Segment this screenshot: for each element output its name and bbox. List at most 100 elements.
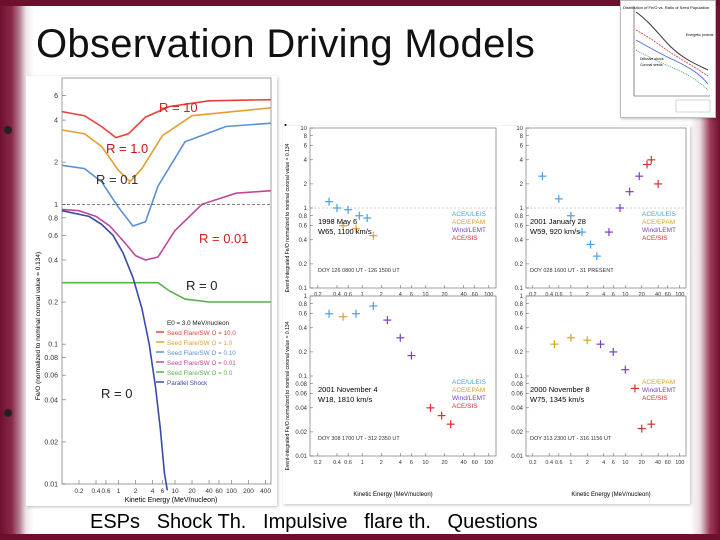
event-y-tick-label: 0.06 — [511, 392, 523, 398]
event-y-tick-label: 0.6 — [299, 224, 308, 230]
top-band — [0, 0, 720, 6]
event-panel-frame — [525, 295, 687, 457]
event-x-tick-label: 100 — [675, 292, 684, 298]
model-curve — [61, 189, 272, 261]
event-info: W65, 1100 km/s — [318, 227, 372, 236]
event-x-tick-label: 0.2 — [529, 460, 537, 466]
event-y-tick-label: 1 — [304, 206, 308, 212]
instrument-label: Wind/LEMT — [452, 395, 486, 402]
event-y-tick-label: 2 — [520, 182, 524, 188]
instrument-label: ACE/SIS — [452, 403, 478, 410]
event-x-tick-label: 60 — [472, 292, 478, 298]
curve-label: R = 0 — [186, 278, 217, 293]
event-x-tick-label: 20 — [441, 460, 447, 466]
curve-label: R = 10 — [159, 100, 198, 115]
inset-title: Distribution of Fe/O vs. Ratio of Seed P… — [623, 5, 709, 10]
event-x-tick-label: 4 — [602, 292, 605, 298]
instrument-label: ACE/EPAM — [642, 379, 675, 386]
event-x-tick-label: 4 — [399, 292, 402, 298]
model-curve — [61, 122, 272, 227]
legend-entry: E0 = 3.0 MeV/nucleon — [167, 320, 230, 327]
main-plot-frame — [61, 77, 272, 485]
instrument-label: ACE/ULEIS — [452, 379, 487, 386]
event-info: W18, 1810 km/s — [318, 395, 372, 404]
event-date: 2001 November 4 — [318, 385, 378, 394]
bottom-band — [0, 534, 720, 540]
bullet-dot — [4, 126, 12, 134]
main-y-tick-label: 1 — [54, 202, 58, 209]
event-x-tick-label: 0.6 — [344, 460, 352, 466]
curve-label: R = 0 — [101, 386, 132, 401]
main-x-axis-label: Kinetic Energy (MeV/nucleon) — [125, 497, 218, 504]
event-x-axis-label: Kinetic Energy (MeV/nucleon) — [353, 492, 432, 498]
main-y-tick-label: 0.2 — [48, 300, 58, 307]
main-y-tick-label: 0.6 — [48, 233, 58, 240]
bullet-dot — [4, 409, 12, 417]
slide-footer-nav: ESPs Shock Th. Impulsive flare th. Quest… — [90, 511, 538, 533]
inset-thumbnail[interactable]: Distribution of Fe/O vs. Ratio of Seed P… — [620, 0, 716, 118]
event-y-tick-label: 0.4 — [515, 238, 524, 244]
event-x-tick-label: 60 — [472, 460, 478, 466]
main-y-tick-label: 0.04 — [44, 397, 58, 404]
main-y-axis-label: Fe/O (normalized to nominal coronal valu… — [35, 252, 42, 400]
event-x-tick-label: 0.2 — [314, 292, 322, 298]
legend-entry: Seed Flare/SW O = 10.0 — [167, 330, 236, 337]
event-x-tick-label: 0.6 — [555, 292, 563, 298]
event-y-tick-label: 0.08 — [295, 382, 307, 388]
model-plot-figure[interactable]: Fe/O (normalized to nominal coronal valu… — [26, 76, 277, 506]
event-x-tick-label: 6 — [612, 292, 615, 298]
event-x-tick-label: 0.2 — [314, 460, 322, 466]
event-y-tick-label: 0.02 — [295, 430, 307, 436]
main-x-tick-label: 40 — [205, 488, 213, 495]
event-y-tick-label: 6 — [304, 144, 308, 150]
event-doy: DOY 313 2300 UT - 316 1156 UT — [530, 436, 612, 442]
event-y-tick-label: 0.2 — [299, 262, 308, 268]
event-y-tick-label: 0.1 — [299, 286, 308, 292]
main-x-tick-label: 2 — [134, 488, 138, 495]
event-y-tick-label: 0.8 — [299, 302, 308, 308]
event-doy: DOY 126 0800 UT - 126 1500 UT — [318, 268, 400, 274]
event-info: W59, 920 km/s — [530, 227, 580, 236]
event-x-tick-label: 6 — [612, 460, 615, 466]
main-x-tick-label: 20 — [188, 488, 196, 495]
main-y-tick-label: 6 — [54, 93, 58, 100]
curve-label: R = 0.01 — [199, 231, 249, 246]
event-y-tick-label: 10 — [516, 126, 523, 132]
event-x-tick-label: 20 — [639, 292, 645, 298]
event-panels-figure[interactable]: Event-integrated Fe/O normalized to nomi… — [283, 126, 690, 504]
event-panel-frame — [309, 295, 497, 457]
model-plot-svg: Fe/O (normalized to nominal coronal valu… — [35, 77, 272, 504]
event-x-tick-label: 4 — [399, 460, 402, 466]
legend-entry: Seed Flare/SW O = 0.01 — [167, 360, 236, 367]
curve-label: R = 1.0 — [106, 141, 148, 156]
event-x-tick-label: 10 — [622, 460, 628, 466]
event-y-tick-label: 0.6 — [515, 312, 524, 318]
model-curve — [62, 281, 271, 303]
main-y-tick-label: 0.01 — [44, 482, 58, 489]
event-x-tick-label: 1 — [361, 292, 364, 298]
main-y-tick-label: 4 — [54, 118, 58, 125]
event-y-axis-label: Event-integrated Fe/O normalized to nomi… — [285, 321, 291, 470]
main-y-tick-label: 0.1 — [48, 342, 58, 349]
event-date: 2000 November 8 — [530, 385, 590, 394]
event-y-tick-label: 0.6 — [515, 224, 524, 230]
event-y-tick-label: 6 — [520, 144, 524, 150]
event-x-tick-label: 2 — [380, 292, 383, 298]
event-y-tick-label: 8 — [304, 134, 308, 140]
event-y-tick-label: 0.8 — [515, 302, 524, 308]
instrument-label: Wind/LEMT — [642, 387, 676, 394]
main-y-tick-label: 0.8 — [48, 215, 58, 222]
instrument-label: ACE/EPAM — [642, 219, 675, 226]
event-y-tick-label: 0.8 — [515, 214, 524, 220]
inset-label: Energetic protons — [686, 33, 714, 37]
instrument-label: Wind/LEMT — [452, 227, 486, 234]
main-y-tick-label: 0.4 — [48, 257, 58, 264]
event-x-tick-label: 1 — [569, 460, 572, 466]
event-y-tick-label: 0.4 — [299, 238, 308, 244]
event-x-tick-label: 40 — [655, 460, 661, 466]
main-x-tick-label: 1 — [117, 488, 121, 495]
event-x-tick-label: 20 — [639, 460, 645, 466]
event-x-tick-label: 0.4 — [545, 460, 553, 466]
event-x-tick-label: 60 — [665, 292, 671, 298]
event-y-tick-label: 0.06 — [295, 392, 307, 398]
